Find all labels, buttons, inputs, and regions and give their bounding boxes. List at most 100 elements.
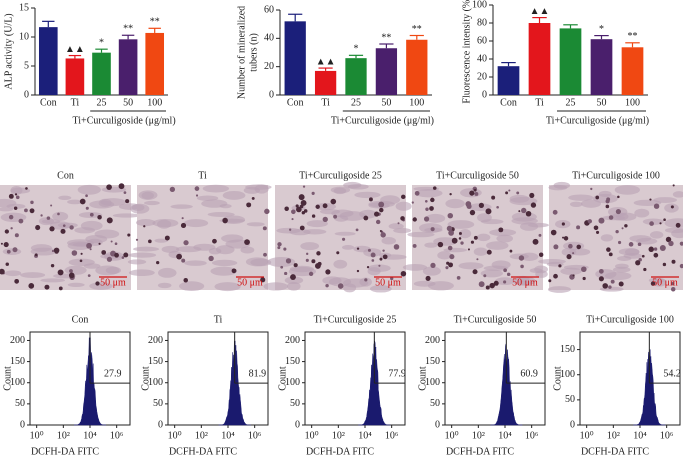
cell-nucleus [299,225,305,231]
cell-body [175,246,202,253]
cell-body [381,236,397,245]
cell-nucleus [483,274,487,278]
cell-body [458,262,484,270]
cell-nucleus [89,248,92,251]
cell-nucleus [176,253,182,260]
y-tick-label: 100 [10,377,25,388]
cell-nucleus [295,204,299,208]
cell-nucleus [520,264,524,269]
y-tick-label: 20 [264,61,274,72]
x-tick-label: 10⁰ [580,430,594,441]
cell-nucleus [506,272,511,277]
cell-nucleus [432,186,437,190]
bar [38,27,58,95]
cell-nucleus [123,252,129,258]
cell-nucleus [562,236,565,239]
cell-nucleus [277,246,281,250]
cell-body [642,218,664,225]
cell-body [263,282,289,291]
cell-nucleus [264,208,270,215]
cell-nucleus [378,201,385,208]
cell-nucleus [180,222,187,229]
cell-body [339,211,367,221]
y-tick-label: 100 [425,377,440,388]
cell-nucleus [561,222,565,226]
cell-nucleus [29,208,35,214]
cell-nucleus [325,283,329,288]
cell-nucleus [496,205,499,209]
cell-nucleus [290,274,296,280]
cell-nucleus [370,252,376,258]
y-tick-label: 10 [19,31,29,42]
cell-nucleus [624,224,628,228]
cell-body [445,198,465,209]
cell-nucleus [663,218,666,222]
significance: * [354,44,359,55]
cell-nucleus [380,232,386,238]
cell-body [245,257,269,267]
cell-body [152,218,179,228]
cell-nucleus [89,212,94,217]
cell-body [354,191,381,199]
cell-nucleus [311,259,316,264]
y-tick-label: 0 [158,419,163,430]
y-tick-label: 150 [425,356,440,367]
cell-nucleus [447,245,453,251]
cell-nucleus [379,229,382,233]
cell-body [127,259,147,265]
cell-body [289,228,311,236]
cell-body [422,266,441,276]
bar [118,39,138,95]
significance: * [99,37,104,48]
cell-body [649,231,664,239]
bar [314,70,337,95]
cell-body [367,264,391,272]
cell-body [496,234,514,243]
bar [406,39,428,95]
plot-frame [579,331,681,426]
cell-nucleus [668,240,674,247]
y-tick-label: 100 [148,377,163,388]
cell-nucleus [311,214,316,218]
cell-body [128,252,157,258]
cell-nucleus [101,250,107,255]
cell-nucleus [525,210,532,217]
y-tick-label: 20 [477,71,487,82]
cell-body [328,277,352,287]
cell-nucleus [605,204,610,209]
cell-body [30,247,57,256]
cell-nucleus [379,257,383,261]
cell-nucleus [425,207,429,211]
x-axis-label: DCFH-DA FITC [306,446,374,457]
cell-body [369,284,392,293]
cell-nucleus [451,237,458,244]
cell-nucleus [342,237,346,241]
cell-nucleus [473,188,477,192]
y-tick-label: 50 [15,398,25,409]
cell-nucleus [46,216,51,220]
cell-nucleus [437,241,444,248]
cell-nucleus [57,212,60,216]
cell-nucleus [316,251,321,256]
cell-nucleus [375,219,381,225]
cell-body [161,245,180,253]
cell-nucleus [593,225,599,231]
y-tick-label: 0 [24,89,29,100]
cell-nucleus [672,184,675,187]
cell-nucleus [606,197,611,202]
cell-nucleus [618,281,624,287]
image-label: Con [57,170,74,181]
cell-nucleus [368,197,373,202]
cell-body [486,241,509,250]
cell-nucleus [598,276,604,282]
group-label: Ti+Curculigoside (μg/ml) [546,115,649,126]
y-tick-label: 60 [264,4,274,15]
cell-body [413,280,436,287]
y-axis-label: tubers (n) [248,33,259,72]
y-tick-label: 60 [477,35,487,46]
cell-body [520,222,539,231]
cell-nucleus [478,202,484,208]
cell-nucleus [333,214,338,219]
cell-body [333,187,347,195]
cell-nucleus [322,216,328,223]
